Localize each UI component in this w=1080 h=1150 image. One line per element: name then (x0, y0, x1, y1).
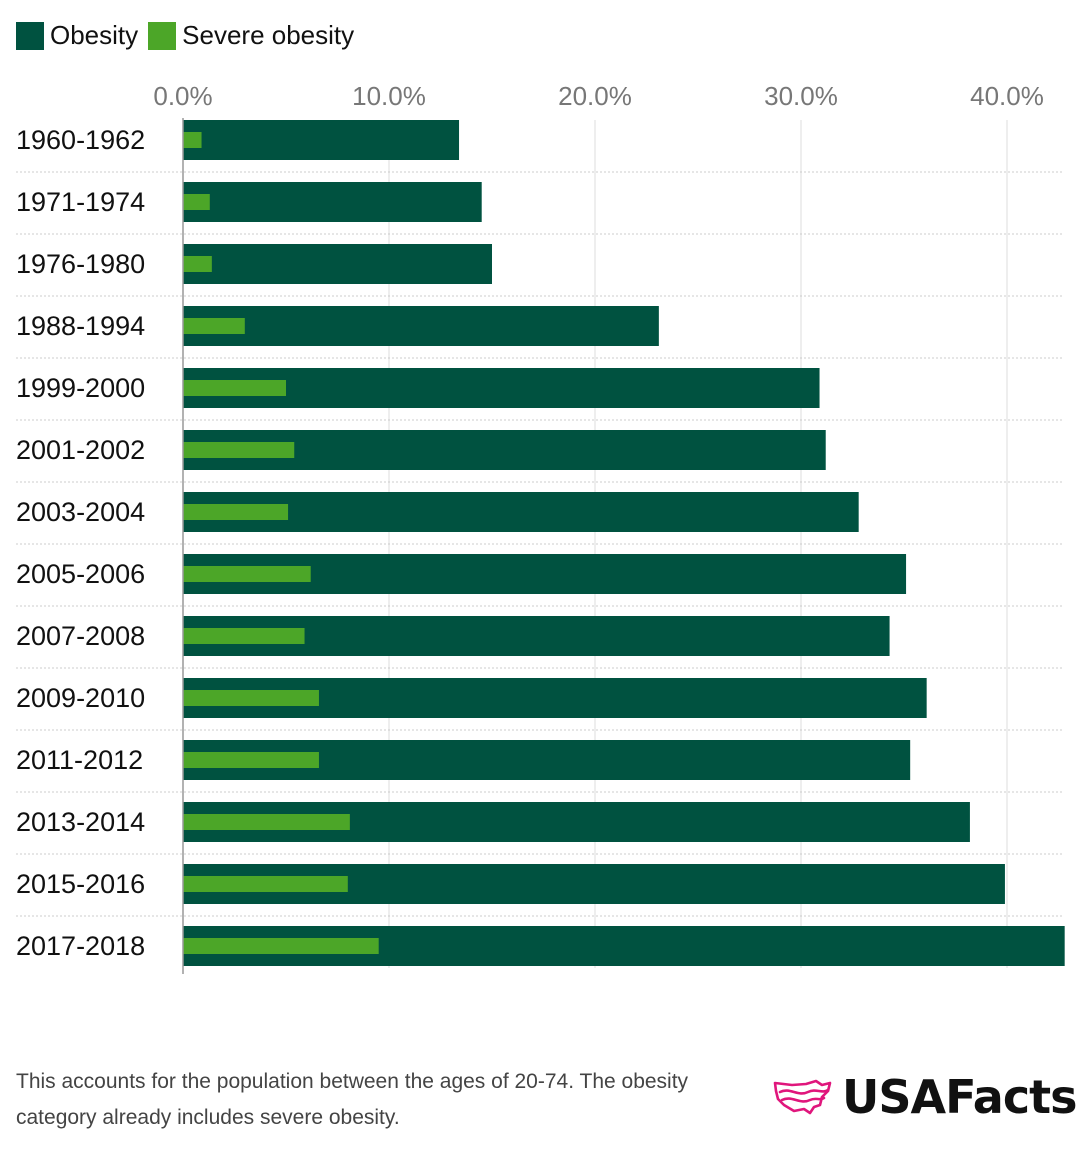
category-label-2009-2010: 2009-2010 (16, 683, 145, 713)
bar-severe-obesity-1960-1962 (183, 132, 202, 148)
x-tick-label-3: 30.0% (764, 81, 838, 111)
bar-severe-obesity-2011-2012 (183, 752, 319, 768)
brand-logo: USAFacts (772, 1070, 1077, 1124)
category-label-2013-2014: 2013-2014 (16, 807, 145, 837)
footnote: This accounts for the population between… (16, 1070, 689, 1129)
x-tick-label-2: 20.0% (558, 81, 632, 111)
x-tick-label-0: 0.0% (153, 81, 212, 111)
x-tick-label-4: 40.0% (970, 81, 1044, 111)
category-label-2017-2018: 2017-2018 (16, 931, 145, 961)
bar-severe-obesity-1971-1974 (183, 194, 210, 210)
bar-obesity-1976-1980 (183, 244, 492, 284)
category-label-1976-1980: 1976-1980 (16, 249, 145, 279)
x-tick-label-1: 10.0% (352, 81, 426, 111)
bar-obesity-1999-2000 (183, 368, 820, 408)
legend: Obesity Severe obesity (16, 20, 364, 51)
category-label-2011-2012: 2011-2012 (16, 745, 143, 775)
category-label-2007-2008: 2007-2008 (16, 621, 145, 651)
bar-severe-obesity-2009-2010 (183, 690, 319, 706)
bar-severe-obesity-2013-2014 (183, 814, 350, 830)
bar-severe-obesity-2015-2016 (183, 876, 348, 892)
category-label-1988-1994: 1988-1994 (16, 311, 145, 341)
category-label-2003-2004: 2003-2004 (16, 497, 145, 527)
bar-obesity-1960-1962 (183, 120, 460, 160)
legend-item-severe-obesity: Severe obesity (148, 20, 354, 51)
bar-severe-obesity-1999-2000 (183, 380, 286, 396)
bar-severe-obesity-2001-2002 (183, 442, 295, 458)
bar-severe-obesity-2005-2006 (183, 566, 311, 582)
legend-label-obesity: Obesity (50, 20, 139, 50)
category-label-1999-2000: 1999-2000 (16, 373, 145, 403)
bar-severe-obesity-2007-2008 (183, 628, 305, 644)
legend-item-obesity: Obesity (16, 20, 138, 51)
legend-label-severe-obesity: Severe obesity (182, 20, 355, 50)
legend-swatch-obesity (16, 21, 44, 50)
bar-severe-obesity-2003-2004 (183, 504, 289, 520)
brand-name: USAFacts (842, 1070, 1077, 1124)
legend-swatch-severe-obesity (148, 21, 177, 50)
category-label-1971-1974: 1971-1974 (16, 187, 145, 217)
usa-map-logo-icon (773, 1079, 832, 1115)
bar-severe-obesity-2017-2018 (183, 938, 379, 954)
bar-severe-obesity-1988-1994 (183, 318, 245, 334)
category-label-2005-2006: 2005-2006 (16, 559, 145, 589)
bar-obesity-1988-1994 (183, 306, 659, 346)
bar-severe-obesity-1976-1980 (183, 256, 212, 272)
category-label-2015-2016: 2015-2016 (16, 869, 145, 899)
bar-obesity-1971-1974 (183, 182, 482, 222)
bar-obesity-2003-2004 (183, 492, 859, 532)
category-label-1960-1962: 1960-1962 (16, 125, 145, 155)
category-label-2001-2002: 2001-2002 (16, 435, 145, 465)
